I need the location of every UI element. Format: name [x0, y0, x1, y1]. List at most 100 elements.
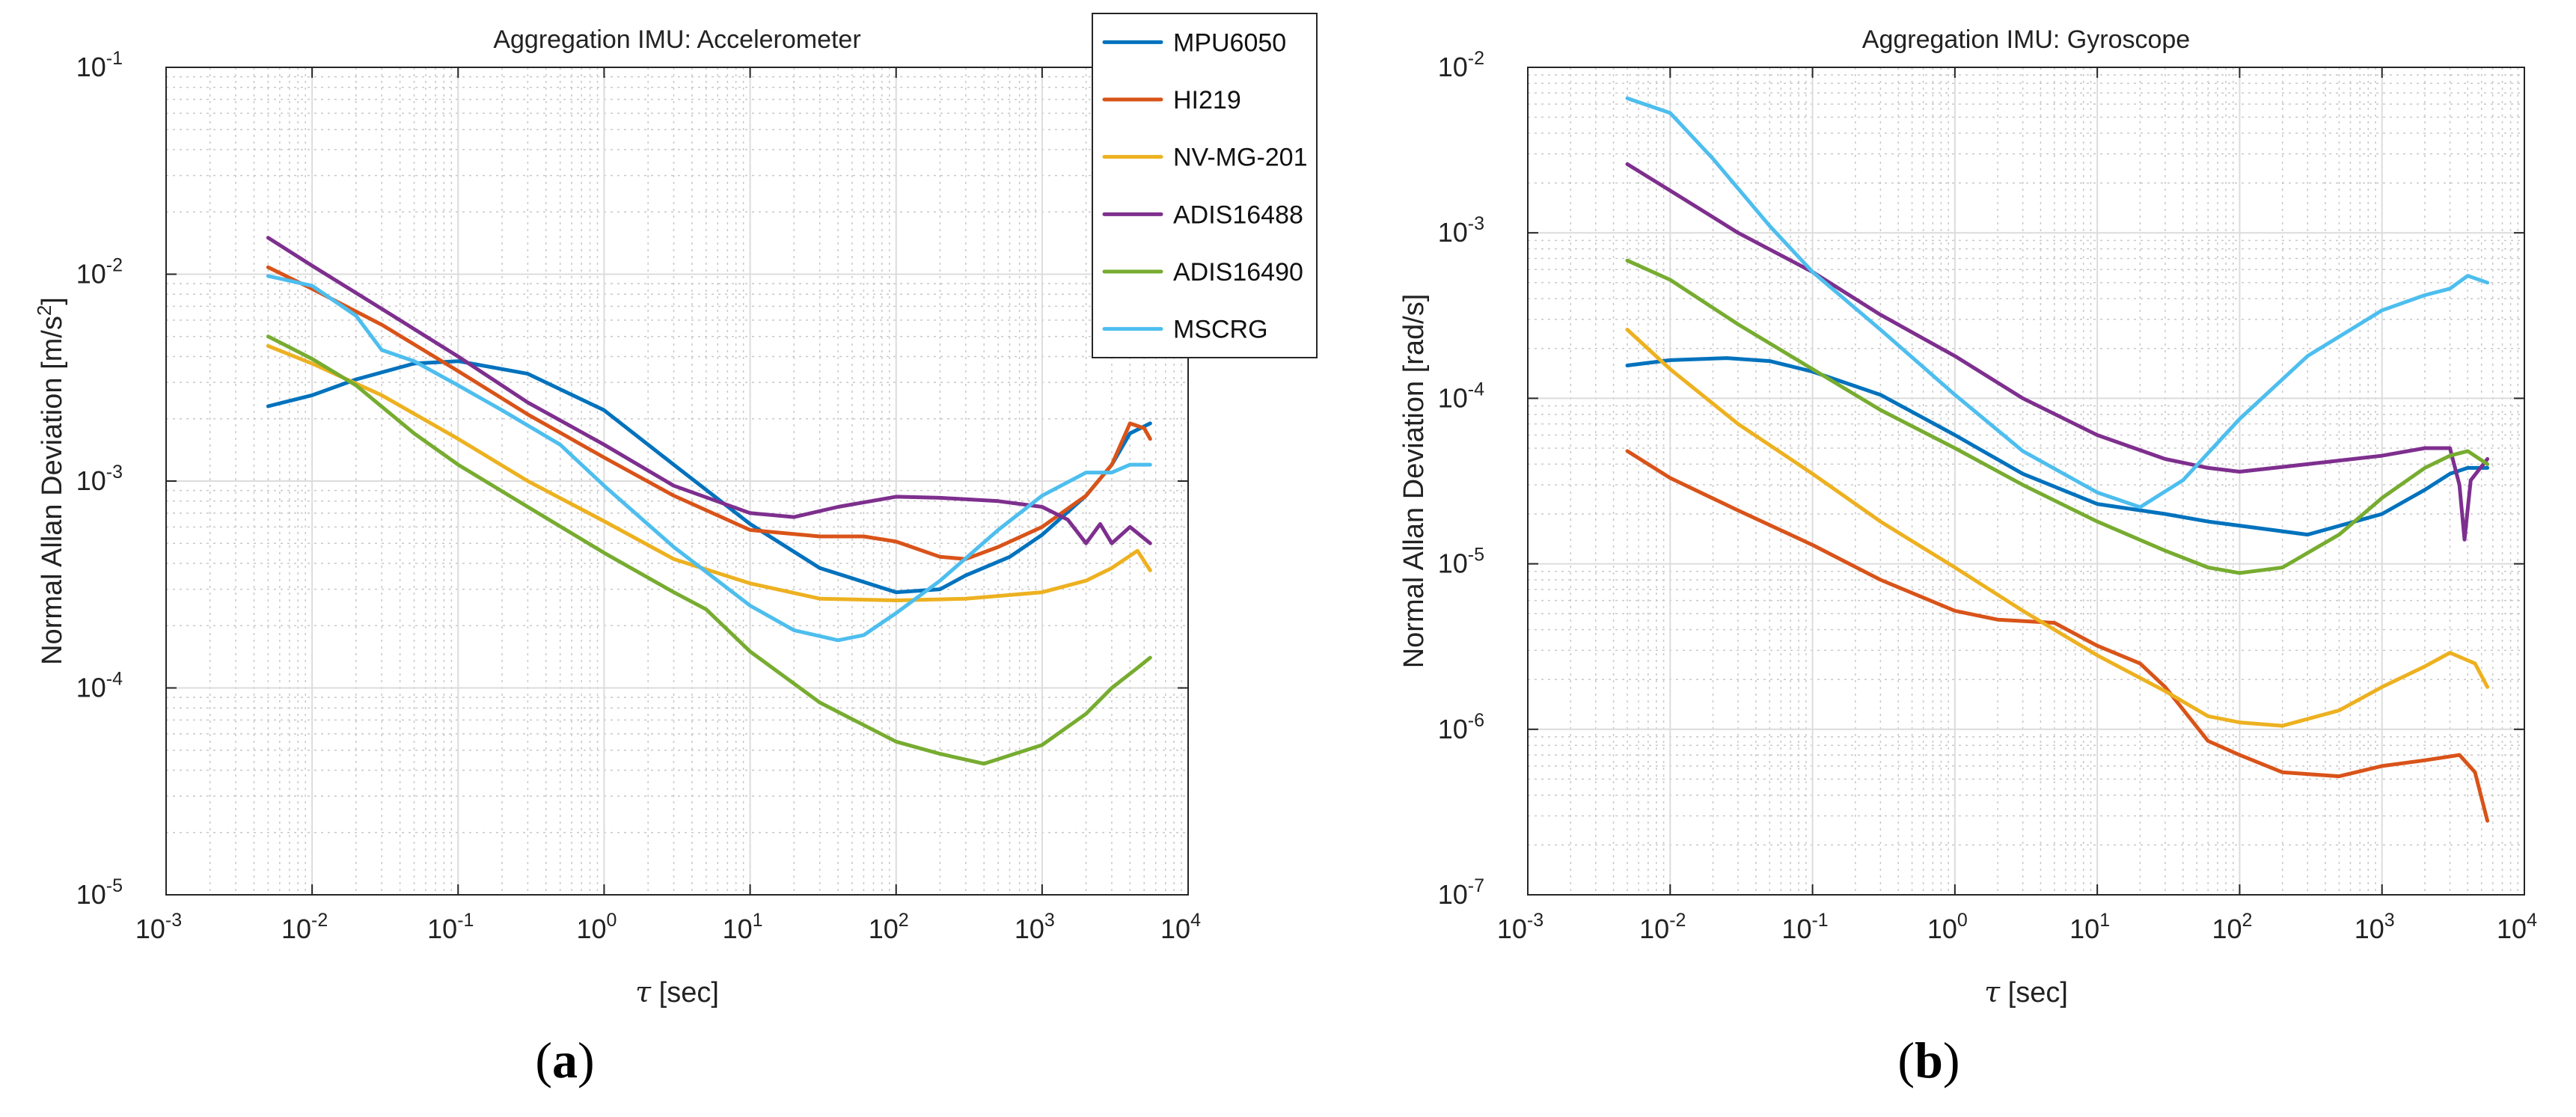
legend-entry-label: HI219: [1173, 86, 1241, 114]
subfigure-paren-close: ): [1943, 1032, 1960, 1089]
x-tick-base: 10: [2069, 914, 2099, 944]
series-line-hi219: [266, 265, 1152, 561]
y-tick-base: 10: [1438, 879, 1468, 910]
x-tick-base: 10: [1160, 914, 1190, 944]
subfigure-paren-close: ): [578, 1032, 595, 1089]
series-line-mpu6050: [1625, 356, 2490, 537]
y-axis-label: Normal Allan Deviation [rad/s]: [1398, 294, 1430, 669]
x-tick-base: 10: [135, 914, 165, 944]
series-line-nv-mg-201: [1625, 328, 2490, 728]
legend-entry-label: ADIS16488: [1173, 201, 1303, 229]
x-tick-exponent: 3: [2384, 910, 2395, 931]
y-tick-label: 10-6: [1438, 710, 1484, 744]
subfigure-paren-open: (: [535, 1032, 552, 1089]
y-tick-exponent: -3: [106, 462, 123, 483]
x-axis-symbol: τ: [1984, 976, 2001, 1009]
x-tick-label: 101: [723, 910, 763, 944]
series-group: [1625, 96, 2490, 823]
x-tick-label: 103: [1015, 910, 1055, 944]
subfigure-letter: b: [1915, 1032, 1943, 1089]
y-axis-label-text: Normal Allan Deviation [rad/s]: [1398, 294, 1430, 669]
x-tick-base: 10: [869, 914, 899, 944]
y-tick-exponent: -3: [1468, 213, 1484, 234]
x-tick-base: 10: [1015, 914, 1044, 944]
x-tick-label: 104: [1160, 910, 1201, 944]
y-tick-label: 10-3: [1438, 213, 1484, 248]
x-tick-base: 10: [427, 914, 457, 944]
y-tick-exponent: -5: [106, 875, 123, 896]
chart-panel-a: 10-3 10-2 10-1 100 101 102 103 10410-510-410-31…: [33, 25, 1201, 1089]
y-tick-exponent: -6: [1468, 710, 1484, 731]
y-tick-exponent: -2: [1468, 48, 1484, 69]
y-tick-base: 10: [76, 465, 106, 496]
y-tick-base: 10: [76, 879, 106, 910]
y-tick-label: 10-5: [76, 875, 123, 910]
x-axis-symbol: τ: [635, 976, 652, 1009]
x-tick-label: 10-1: [1781, 910, 1828, 944]
chart-panel-b: 10-3 10-2 10-1 100 101 102 103 10410-710-610-51…: [1398, 25, 2537, 1089]
tick-marks: [1527, 67, 2525, 896]
x-tick-label: 104: [2497, 910, 2537, 944]
x-tick-label: 103: [2355, 910, 2395, 944]
y-tick-base: 10: [76, 259, 106, 290]
x-tick-label: 10-3: [135, 910, 182, 944]
legend-entry-label: ADIS16490: [1173, 258, 1303, 287]
y-tick-exponent: -2: [106, 255, 123, 276]
y-axis-label-end: ]: [37, 297, 68, 305]
y-tick-base: 10: [76, 52, 106, 82]
x-tick-exponent: 2: [899, 910, 909, 931]
y-tick-label: 10-2: [76, 255, 123, 290]
x-tick-label: 102: [869, 910, 909, 944]
legend-entry-label: MPU6050: [1173, 28, 1286, 57]
y-tick-exponent: -7: [1468, 875, 1484, 896]
x-axis-space: [2000, 977, 2008, 1009]
y-tick-label: 10-4: [76, 669, 123, 703]
x-tick-label: 10-2: [1639, 910, 1686, 944]
x-tick-base: 10: [1497, 914, 1527, 944]
minor-grid: [1528, 67, 2524, 895]
x-tick-base: 10: [2355, 914, 2384, 944]
x-tick-exponent: 0: [1957, 910, 1968, 931]
y-tick-exponent: -4: [106, 669, 123, 690]
minor-grid: [166, 67, 1188, 895]
y-tick-label: 10-5: [1438, 545, 1484, 579]
x-tick-exponent: -2: [311, 910, 328, 931]
series-group: [266, 236, 1152, 766]
x-tick-exponent: 1: [2099, 910, 2110, 931]
subfigure-letter: a: [552, 1032, 578, 1089]
legend-entry-label: NV-MG-201: [1173, 144, 1308, 172]
x-tick-base: 10: [2497, 914, 2527, 944]
y-tick-exponent: -4: [1468, 379, 1484, 400]
y-tick-base: 10: [1438, 714, 1468, 744]
x-tick-base: 10: [1781, 914, 1811, 944]
y-tick-label: 10-4: [1438, 379, 1484, 413]
x-tick-label: 10-1: [427, 910, 474, 944]
y-axis-label-text: Normal Allan Deviation [m/s: [37, 316, 68, 665]
x-tick-base: 10: [576, 914, 606, 944]
y-tick-label: 10-1: [76, 48, 123, 82]
axes-box: [1527, 67, 2525, 896]
series-line-adis16490: [1625, 258, 2490, 575]
x-tick-label: 100: [576, 910, 617, 944]
x-tick-exponent: -2: [1669, 910, 1686, 931]
y-tick-exponent: -1: [106, 48, 123, 69]
x-tick-label: 10-3: [1497, 910, 1544, 944]
x-tick-exponent: 4: [2527, 910, 2537, 931]
subfigure-paren-open: (: [1897, 1032, 1915, 1089]
x-tick-base: 10: [1639, 914, 1669, 944]
y-tick-exponent: -5: [1468, 545, 1484, 566]
x-tick-base: 10: [2212, 914, 2242, 944]
x-tick-label: 100: [1927, 910, 1968, 944]
series-line-mscrg: [1625, 96, 2490, 509]
x-axis-unit: [sec]: [659, 977, 719, 1009]
y-tick-base: 10: [1438, 548, 1468, 579]
x-tick-base: 10: [281, 914, 311, 944]
series-line-adis16490: [266, 334, 1152, 766]
chart-title: Aggregation IMU: Accelerometer: [493, 25, 860, 54]
x-tick-exponent: 4: [1190, 910, 1201, 931]
chart-title: Aggregation IMU: Gyroscope: [1862, 25, 2190, 54]
x-tick-exponent: -1: [457, 910, 474, 931]
x-tick-label: 101: [2069, 910, 2110, 944]
x-tick-label: 102: [2212, 910, 2252, 944]
